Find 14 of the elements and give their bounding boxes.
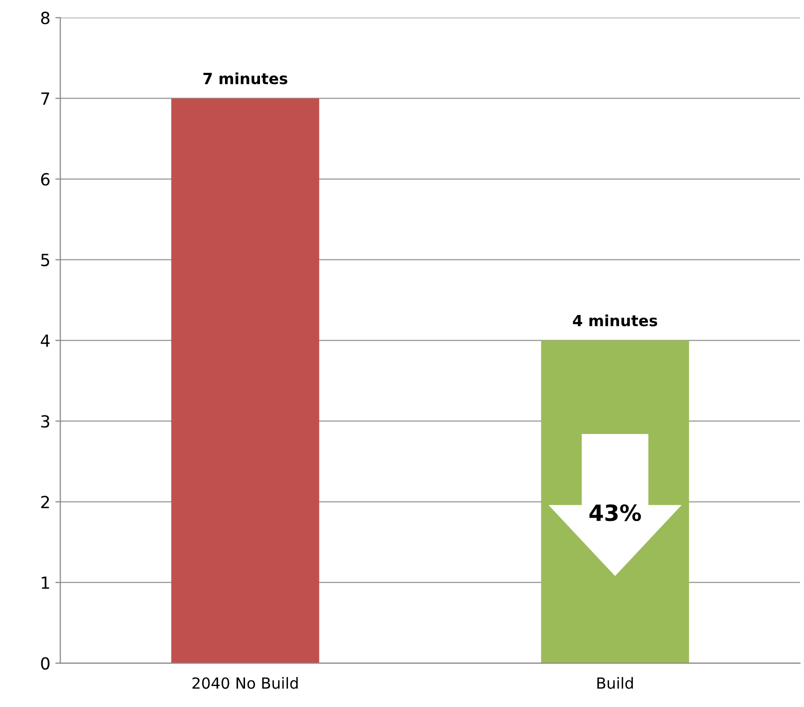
x-tick-label: Build [597,677,633,689]
y-tick-label: 0 [41,657,50,670]
y-tick-label: 6 [41,173,50,186]
y-tick-label: 3 [41,415,50,428]
data-label: 4 minutes [572,314,658,326]
y-tick-label: 4 [40,334,50,347]
y-tick-label: 7 [41,92,50,105]
x-tick-label: 2040 No Build [192,677,298,689]
y-tick-label: 8 [41,12,50,24]
y-tick-label: 5 [41,254,50,266]
y-tick-label: 1 [42,576,50,589]
data-label: 7 minutes [203,72,288,84]
annotation: 43% [589,504,641,522]
y-tick-label: 2 [41,496,49,508]
